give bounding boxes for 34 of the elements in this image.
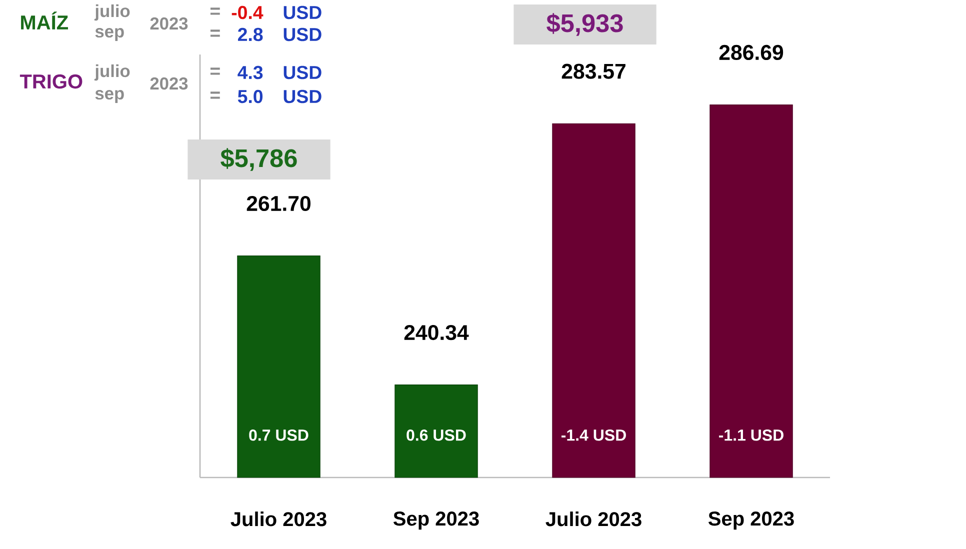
text: julio <box>94 4 130 21</box>
x-tick-label: Julio 2023 <box>230 512 326 527</box>
text: -0.4 <box>232 6 264 20</box>
data-label: 240.34 <box>404 325 469 340</box>
annotation: $5,786 <box>220 148 297 172</box>
text: sep <box>95 90 124 104</box>
text: $5,933 <box>546 13 623 36</box>
data-label: 286.69 <box>719 45 784 60</box>
text: MAÍZ <box>21 12 68 30</box>
text: USD <box>284 6 322 20</box>
text: = <box>210 30 220 37</box>
annotation: USD <box>284 66 322 80</box>
annotation: 5.0 <box>238 90 263 104</box>
annotation: 0.6 USD <box>406 430 466 442</box>
annotation: 0.7 USD <box>249 430 308 442</box>
text: 2023 <box>150 18 188 30</box>
text: = <box>210 8 220 15</box>
text: 2023 <box>150 78 188 90</box>
text: 2.8 <box>238 28 263 42</box>
annotation: = <box>210 68 220 75</box>
text: USD <box>284 28 322 42</box>
annotation: 4.3 <box>238 66 263 80</box>
annotation: USD <box>284 90 322 104</box>
data-label: 283.57 <box>562 64 626 80</box>
data-label: 261.70 <box>246 196 310 212</box>
text: julio <box>94 64 130 81</box>
text: sep <box>95 28 124 42</box>
annotation: -1.1 USD <box>718 430 784 442</box>
x-tick-label: Julio 2023 <box>546 512 642 527</box>
text: TRIGO <box>20 74 82 89</box>
x-tick-label: Sep 2023 <box>708 512 794 530</box>
annotation: -1.4 USD <box>561 430 626 442</box>
x-tick-label: Sep 2023 <box>393 512 479 530</box>
annotation: = <box>210 92 220 99</box>
